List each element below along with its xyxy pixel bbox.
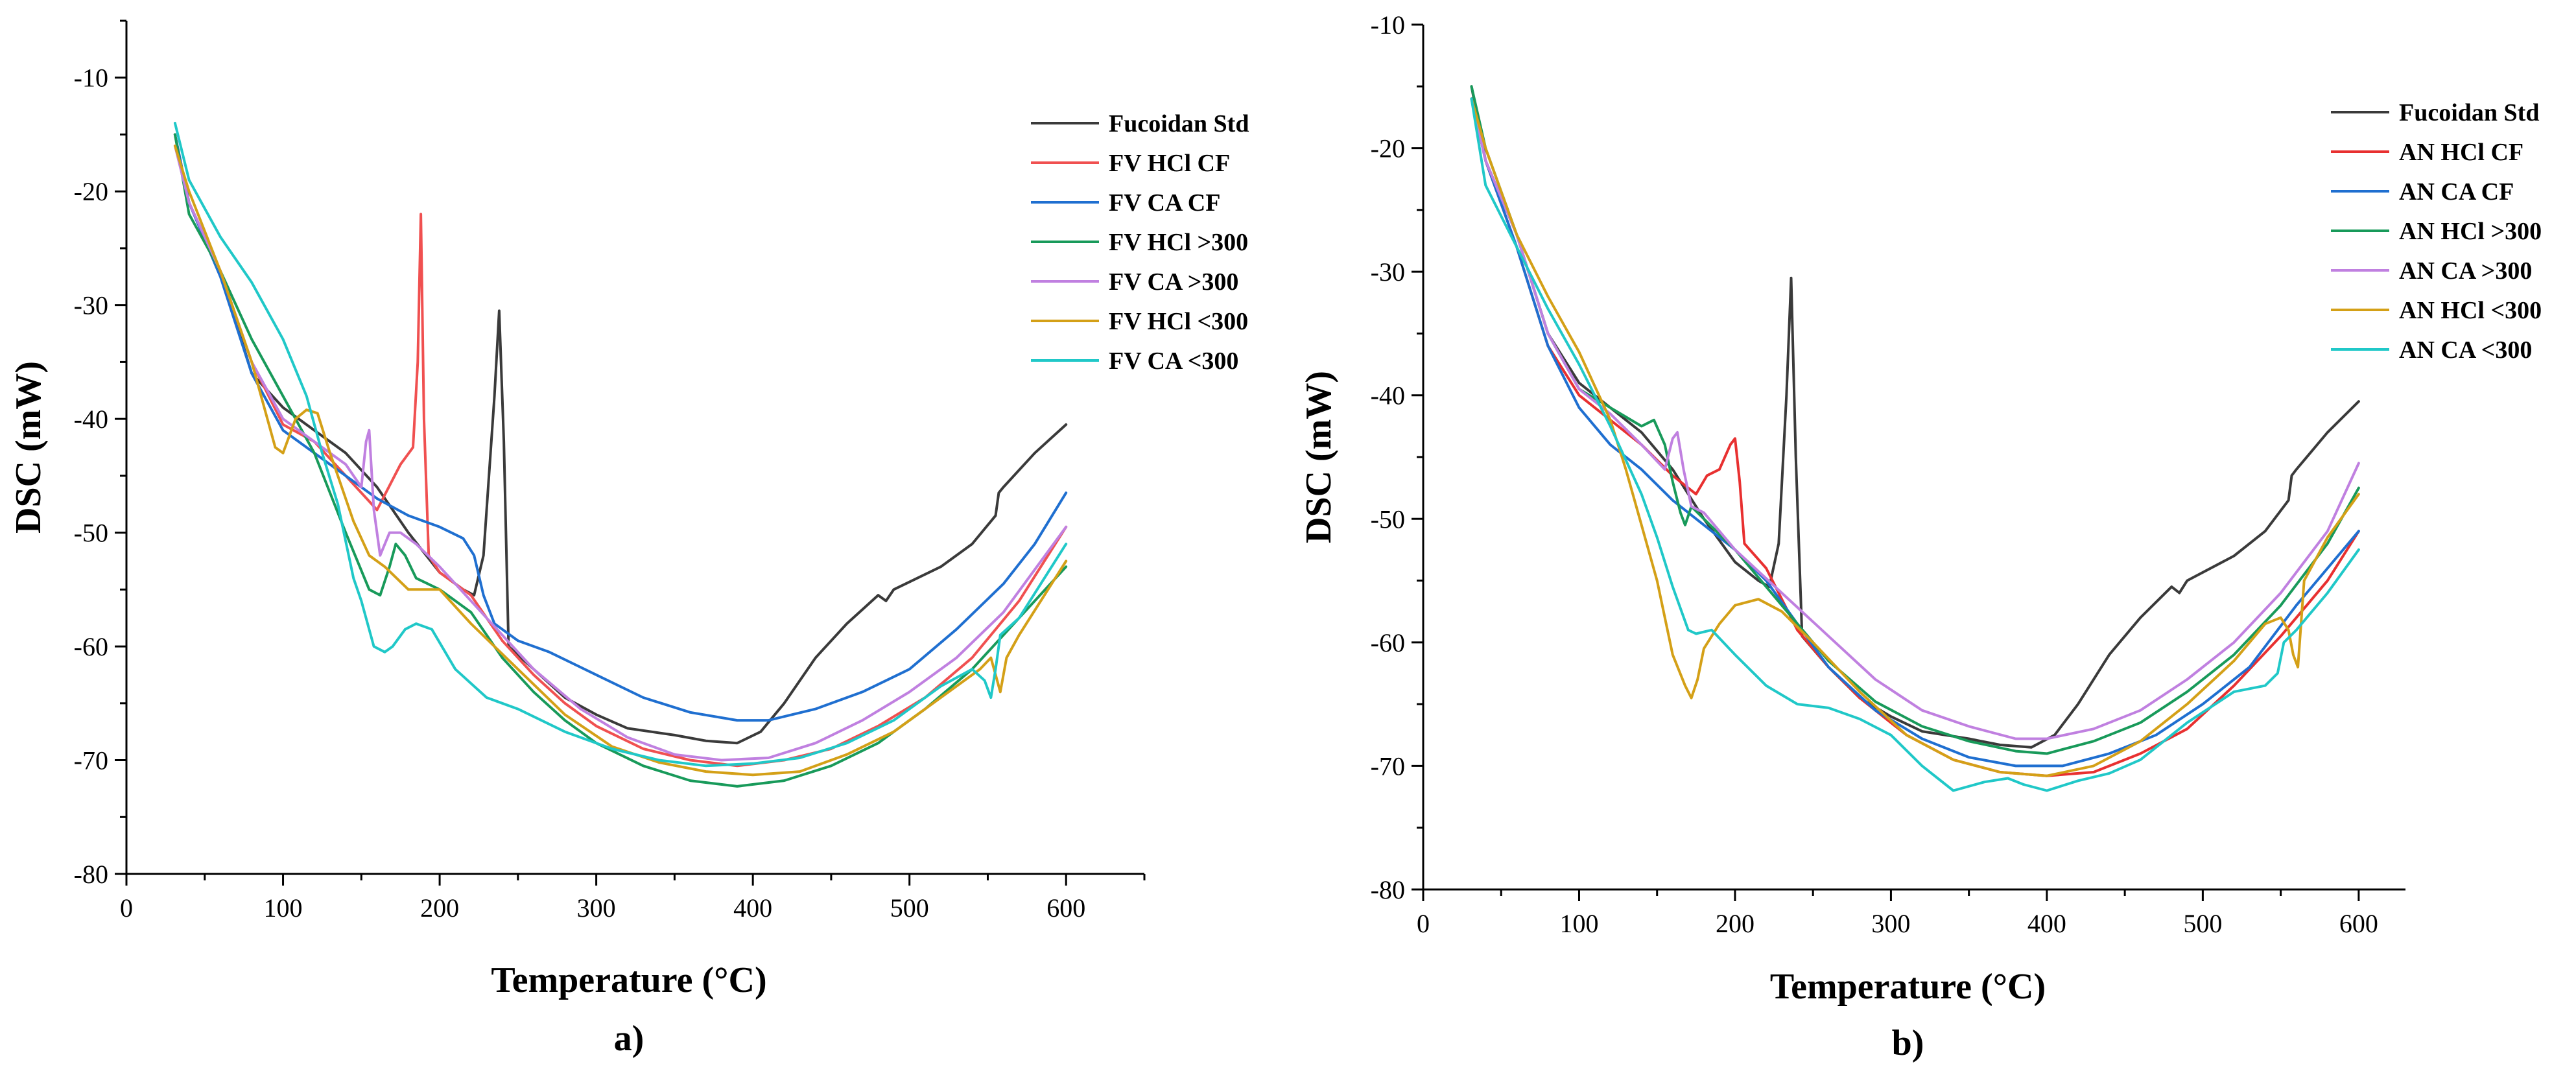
panel-a-x-tick-label: 0 [120, 893, 133, 923]
panel-a-y-tick-label: -70 [74, 746, 108, 775]
panel-b-y-tick-label: -30 [1371, 257, 1405, 287]
panel-b-x-tick-label: 300 [1871, 909, 1910, 938]
panel-b-legend-label-an-ca-300: AN CA <300 [2399, 336, 2532, 364]
panel-a-legend-label-fv-ca-300: FV CA >300 [1109, 268, 1238, 296]
panel-b-y-tick-label: -10 [1371, 10, 1405, 40]
panel-b-y-tick-label: -50 [1371, 504, 1405, 534]
panel-b-x-axis-title: Temperature (°C) [1770, 967, 2046, 1007]
panel-a-legend-label-fv-hcl-300: FV HCl <300 [1109, 308, 1248, 335]
panel-b-x-tick-label: 200 [1716, 909, 1755, 938]
panel-b-legend-label-an-hcl-cf: AN HCl CF [2399, 139, 2523, 166]
panel-b-series-an-hcl-300 [1470, 85, 2360, 755]
panel-b-series-an-ca-cf [1470, 97, 2360, 768]
chart-panel-b: -80 -70 -60 -50 -40 -30 -20 -10 0 100 200 300 400 500… [1299, 10, 2542, 1063]
panel-a-series-fv-ca-300 [173, 121, 1068, 768]
panel-b-y-axis-title: DSC (mW) [1299, 371, 1339, 543]
panel-a-x-tick-label: 100 [264, 893, 303, 923]
panel-b-series-an-ca-300 [1470, 97, 2360, 740]
panel-a-y-tick-label: -40 [74, 405, 108, 434]
panel-b-series-an-ca-300 [1470, 97, 2360, 792]
panel-a-y-tick-label: -20 [74, 177, 108, 206]
panel-b-x-tick-label: 0 [1417, 909, 1430, 938]
panel-b-x-tick-label: 600 [2339, 909, 2378, 938]
panel-a-x-tick-label: 400 [733, 893, 772, 923]
panel-b-y-tick-label: -20 [1371, 134, 1405, 163]
panel-b-legend-label-an-ca-cf: AN CA CF [2399, 178, 2514, 206]
panel-a-y-tick-label: -10 [74, 64, 108, 93]
panel-b-legend-label-an-hcl-300: AN HCl <300 [2399, 297, 2542, 324]
panel-a-panel-label: a) [614, 1018, 644, 1059]
panel-b-x-tick-label: 400 [2027, 909, 2066, 938]
panel-a-legend-label-fv-hcl-300: FV HCl >300 [1109, 229, 1248, 256]
panel-a-y-tick-label: -30 [74, 291, 108, 320]
panel-a-x-tick-label: 200 [420, 893, 459, 923]
panel-b-y-tick-label: -80 [1371, 875, 1405, 904]
panel-a-legend-label-fucoidan-std: Fucoidan Std [1109, 110, 1249, 137]
panel-a-series-fv-ca-300 [173, 145, 1068, 762]
panel-a-series-fucoidan-std [173, 133, 1068, 745]
panel-a-x-tick-label: 600 [1046, 893, 1085, 923]
panel-b-legend-label-an-ca-300: AN CA >300 [2399, 257, 2532, 285]
panel-a-x-tick-label: 500 [890, 893, 929, 923]
panel-a-x-tick-label: 300 [577, 893, 616, 923]
panel-a-x-axis-title: Temperature (°C) [491, 960, 766, 1000]
panel-b-legend-label-an-hcl-300: AN HCl >300 [2399, 218, 2542, 245]
panel-a-y-tick-label: -80 [74, 860, 108, 889]
panel-b-y-tick-label: -40 [1371, 381, 1405, 410]
panel-b-y-tick-label: -70 [1371, 751, 1405, 781]
panel-b-x-tick-label: 100 [1559, 909, 1598, 938]
panel-a-legend-label-fv-hcl-cf: FV HCl CF [1109, 150, 1230, 177]
panel-a-y-tick-label: -50 [74, 519, 108, 548]
panel-a-series-fv-hcl-300 [173, 133, 1068, 788]
panel-a-legend-label-fv-ca-cf: FV CA CF [1109, 189, 1220, 217]
panel-b-y-tick-label: -60 [1371, 628, 1405, 657]
panel-b-legend-label-fucoidan-std: Fucoidan Std [2399, 99, 2539, 126]
panel-b-x-tick-label: 500 [2183, 909, 2222, 938]
panel-b-panel-label: b) [1892, 1023, 1924, 1063]
panel-a-y-axis-title: DSC (mW) [8, 361, 49, 534]
panel-a-series-fv-ca-cf [173, 133, 1068, 722]
panel-b-series-an-hcl-300 [1470, 97, 2360, 777]
panel-a-series-fv-hcl-300 [173, 145, 1068, 777]
panel-a-legend-label-fv-ca-300: FV CA <300 [1109, 347, 1238, 375]
chart-panel-a: -80 -70 -60 -50 -40 -30 -20 -10 0 100 200 300 400 500… [8, 19, 1249, 1059]
panel-a-y-tick-label: -60 [74, 632, 108, 661]
